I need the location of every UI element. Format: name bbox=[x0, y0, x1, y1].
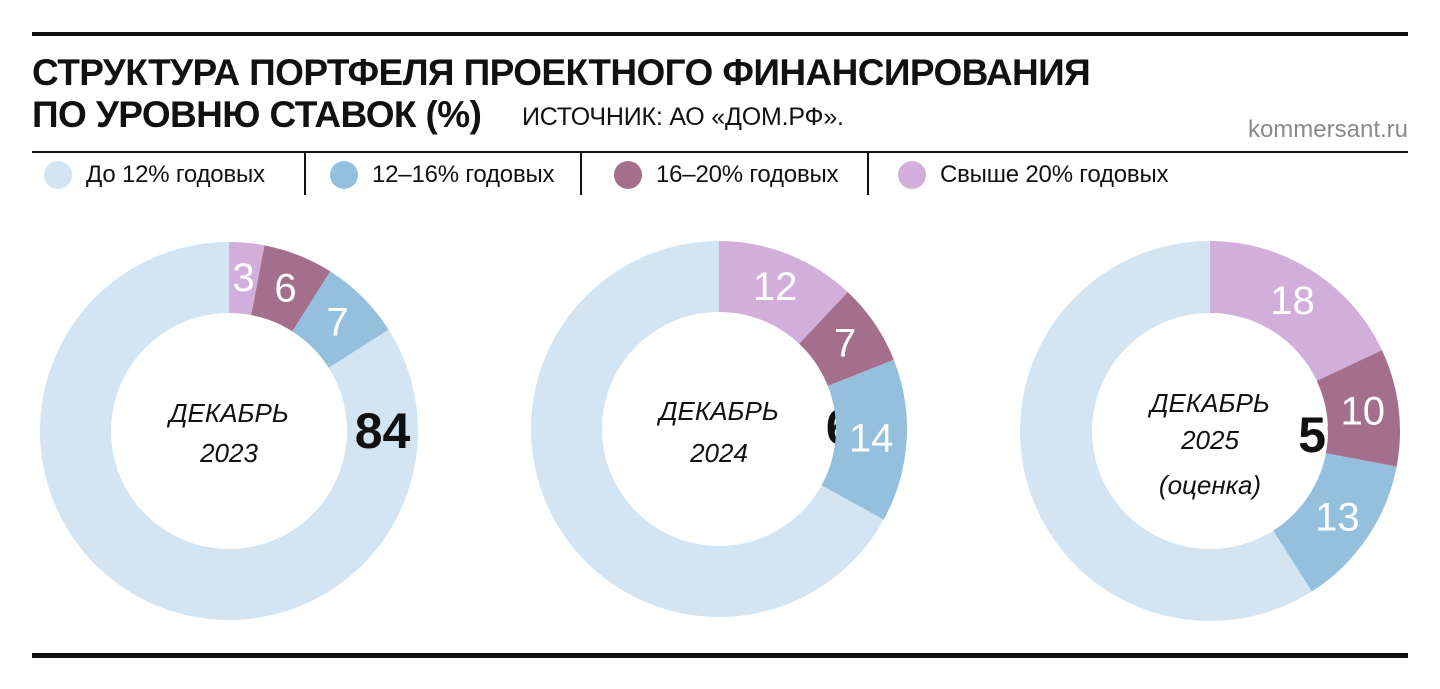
donut-3-segment-16-20 bbox=[1316, 350, 1400, 467]
legend-label-16-20: 16–20% годовых bbox=[656, 161, 839, 188]
donut-1-segment-16-20 bbox=[251, 245, 331, 332]
legend-item-under-12: До 12% годовых bbox=[44, 153, 265, 197]
legend-swatch-12-16 bbox=[330, 161, 358, 189]
title-line-2: ПО УРОВНЮ СТАВОК (%) bbox=[32, 94, 482, 135]
legend-swatch-over-20 bbox=[898, 161, 926, 189]
top-rule bbox=[32, 32, 1408, 36]
donut-3-segment-under-12 bbox=[1020, 241, 1312, 621]
donut-1-value-12-16: 7 bbox=[326, 300, 348, 344]
source-note: ИСТОЧНИК: АО «ДОМ.РФ». bbox=[522, 103, 844, 131]
legend-label-12-16: 12–16% годовых bbox=[372, 161, 555, 188]
donut-2-segment-over-20 bbox=[719, 241, 848, 344]
donut-chart-2: 6714712ДЕКАБРЬ2024 bbox=[531, 241, 907, 617]
legend-separator bbox=[867, 153, 869, 195]
legend-label-under-12: До 12% годовых bbox=[86, 161, 265, 188]
donut-1-segment-under-12 bbox=[40, 242, 419, 620]
donut-3-value-16-20: 10 bbox=[1341, 390, 1386, 434]
legend-item-over-20: Свыше 20% годовых bbox=[898, 153, 1169, 197]
legend-item-12-16: 12–16% годовых bbox=[330, 153, 555, 197]
donut-1-center-label: 2023 bbox=[199, 438, 258, 468]
donut-1-value-under-12: 84 bbox=[355, 403, 411, 459]
donut-3-value-over-20: 18 bbox=[1270, 279, 1315, 323]
chart-title: СТРУКТУРА ПОРТФЕЛЯ ПРОЕКТНОГО ФИНАНСИРОВ… bbox=[32, 52, 1091, 136]
donut-3-center-label: ДЕКАБРЬ bbox=[1147, 388, 1270, 418]
donut-2-value-over-20: 12 bbox=[753, 265, 798, 309]
legend-separator bbox=[304, 153, 306, 195]
donut-3-value-12-16: 13 bbox=[1315, 496, 1360, 540]
donut-2-segment-under-12 bbox=[531, 241, 884, 617]
donut-1-segment-12-16 bbox=[292, 271, 389, 368]
legend-label-over-20: Свыше 20% годовых bbox=[940, 161, 1169, 188]
donut-chart-1: 84 763 ДЕКАБРЬ 2023 bbox=[40, 242, 419, 620]
donut-1-value-16-20: 6 bbox=[274, 266, 296, 310]
donut-1-center-label: ДЕКАБРЬ bbox=[166, 398, 289, 428]
donut-2-center-label: 2024 bbox=[689, 438, 748, 468]
legend-swatch-under-12 bbox=[44, 161, 72, 189]
donut-2-center-label: ДЕКАБРЬ bbox=[656, 396, 779, 426]
legend: До 12% годовых 12–16% годовых 16–20% год… bbox=[32, 153, 1408, 197]
legend-rule bbox=[32, 151, 1408, 153]
donut-2-segment-12-16 bbox=[821, 359, 907, 520]
donut-3-segment-12-16 bbox=[1273, 453, 1397, 592]
legend-swatch-16-20 bbox=[614, 161, 642, 189]
donut-2-value-16-20: 7 bbox=[834, 321, 856, 365]
brand-link[interactable]: kommersant.ru bbox=[1247, 116, 1408, 143]
donut-1-value-over-20: 3 bbox=[232, 256, 254, 300]
bottom-rule bbox=[32, 653, 1408, 658]
legend-separator bbox=[580, 153, 582, 195]
donut-2-segment-16-20 bbox=[799, 291, 894, 386]
donut-3-center-label: (оценка) bbox=[1159, 470, 1261, 500]
donut-3-center-label: 2025 bbox=[1180, 425, 1239, 455]
donut-2-value-12-16: 14 bbox=[849, 417, 894, 461]
donut-3-segment-over-20 bbox=[1210, 241, 1382, 381]
title-line-1: СТРУКТУРА ПОРТФЕЛЯ ПРОЕКТНОГО ФИНАНСИРОВ… bbox=[32, 52, 1091, 93]
legend-item-16-20: 16–20% годовых bbox=[614, 153, 839, 197]
donut-1-segment-over-20 bbox=[229, 242, 265, 316]
